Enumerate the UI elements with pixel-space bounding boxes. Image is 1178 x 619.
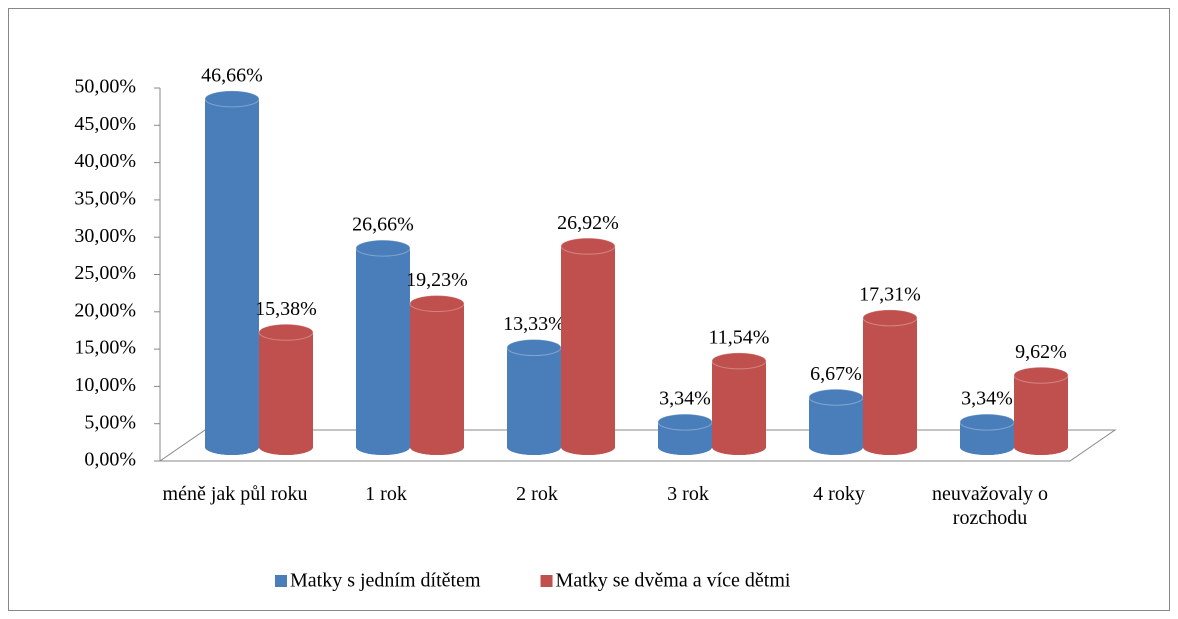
cylinder-top (560, 237, 616, 255)
cylinder-body (809, 397, 863, 447)
y-tick-label: 15,00% (74, 337, 136, 359)
y-tick-label: 50,00% (74, 76, 136, 98)
cylinder-top (204, 90, 260, 108)
cylinder-top (355, 239, 411, 257)
value-label: 13,33% (503, 313, 565, 335)
cylinder (258, 323, 314, 455)
x-tick-label: méně jak půl roku (162, 483, 308, 505)
cylinder (808, 388, 864, 455)
cylinder-body (205, 98, 259, 448)
cylinder-top (808, 388, 864, 406)
cylinder-bottom-edge (507, 439, 561, 455)
cylinder-bottom-edge (809, 439, 863, 455)
cylinder-top (1013, 366, 1069, 384)
cylinder (560, 237, 616, 455)
cylinder-top (959, 413, 1015, 431)
y-tick-label: 30,00% (74, 225, 136, 247)
cylinder (711, 352, 767, 455)
chart-frame (8, 8, 1170, 611)
y-tick-label: 10,00% (74, 374, 136, 396)
floor (158, 429, 1117, 462)
cylinder-top (657, 413, 713, 431)
cylinder-bottom-edge (863, 439, 917, 455)
value-label: 6,67% (810, 363, 862, 385)
cylinder-bottom-edge (410, 439, 464, 455)
cylinder-bottom-edge (1014, 439, 1068, 455)
cylinder (1013, 366, 1069, 455)
cylinder-bottom-edge (658, 439, 712, 455)
cylinder (355, 239, 411, 455)
x-tick-label: neuvažovaly o rozchodu (931, 483, 1049, 529)
cylinder-bottom-edge (205, 439, 259, 455)
value-label: 26,66% (352, 214, 414, 236)
cylinder-bottom-edge (712, 439, 766, 455)
cylinder (506, 339, 562, 455)
cylinder-top (258, 323, 314, 341)
cylinder-bottom-edge (561, 439, 615, 455)
x-tick-label: 4 roky (813, 483, 865, 505)
cylinder-body (561, 246, 615, 447)
value-label: 19,23% (406, 269, 468, 291)
y-tick-label: 5,00% (84, 411, 136, 433)
cylinder (409, 295, 465, 455)
x-tick-label: 1 rok (365, 483, 407, 505)
value-label: 15,38% (255, 298, 317, 320)
y-tick-label: 25,00% (74, 262, 136, 284)
legend-label: Matky se dvěma a více dětmi (556, 570, 791, 592)
y-tick-label: 20,00% (74, 299, 136, 321)
cylinder (959, 413, 1015, 455)
cylinder (657, 413, 713, 455)
y-tick-label: 35,00% (74, 187, 136, 209)
cylinder-top (862, 309, 918, 327)
y-tick-label: 40,00% (74, 150, 136, 172)
x-tick-label: 3 rok (667, 483, 709, 505)
value-label: 17,31% (859, 283, 921, 305)
cylinder-top (506, 339, 562, 357)
value-label: 46,66% (201, 65, 263, 87)
cylinder-body (507, 347, 561, 447)
legend-label: Matky s jedním dítětem (290, 570, 481, 592)
cylinder-body (712, 360, 766, 447)
cylinder-body (1014, 375, 1068, 447)
cylinder-top (711, 352, 767, 370)
cylinder-bottom-edge (960, 439, 1014, 455)
cylinder (204, 90, 260, 455)
cylinder-body (410, 303, 464, 447)
cylinder-top (409, 295, 465, 313)
cylinder-body (259, 332, 313, 447)
legend-swatch (275, 575, 287, 587)
value-label: 3,34% (961, 388, 1013, 410)
x-tick-label: 2 rok (516, 483, 558, 505)
cylinder-body (863, 317, 917, 447)
value-label: 11,54% (709, 327, 770, 349)
cylinder-bottom-edge (259, 439, 313, 455)
value-label: 26,92% (557, 212, 619, 234)
cylinder (862, 309, 918, 455)
cylinder-body (356, 248, 410, 447)
legend-swatch (540, 575, 553, 587)
y-tick-label: 45,00% (74, 113, 136, 135)
value-label: 3,34% (659, 388, 711, 410)
value-label: 9,62% (1015, 341, 1067, 363)
y-tick-label: 0,00% (84, 449, 136, 471)
cylinder-bottom-edge (356, 439, 410, 455)
